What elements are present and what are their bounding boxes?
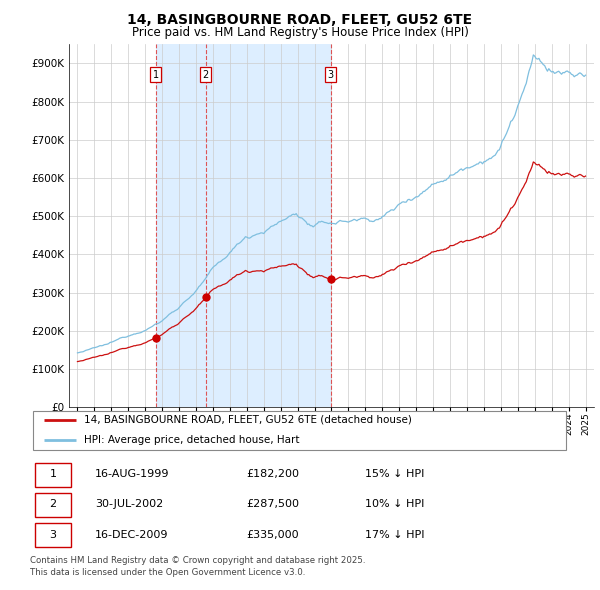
Text: 15% ↓ HPI: 15% ↓ HPI [365,469,424,479]
Text: £182,200: £182,200 [246,469,299,479]
Bar [156,44,331,407]
Text: 30-JUL-2002: 30-JUL-2002 [95,500,163,509]
FancyBboxPatch shape [33,411,566,450]
Text: HPI: Average price, detached house, Hart: HPI: Average price, detached house, Hart [84,435,299,445]
Text: 1: 1 [152,70,159,80]
Text: 3: 3 [49,530,56,540]
Text: 10% ↓ HPI: 10% ↓ HPI [365,500,424,509]
Text: 16-DEC-2009: 16-DEC-2009 [95,530,168,540]
FancyBboxPatch shape [35,523,71,547]
Text: 2: 2 [203,70,209,80]
Text: 16-AUG-1999: 16-AUG-1999 [95,469,169,479]
Text: 2: 2 [49,500,56,509]
Text: 17% ↓ HPI: 17% ↓ HPI [365,530,424,540]
Text: This data is licensed under the Open Government Licence v3.0.: This data is licensed under the Open Gov… [30,568,305,576]
FancyBboxPatch shape [35,463,71,487]
Text: £287,500: £287,500 [246,500,299,509]
Text: Contains HM Land Registry data © Crown copyright and database right 2025.: Contains HM Land Registry data © Crown c… [30,556,365,565]
Text: 3: 3 [328,70,334,80]
Text: £335,000: £335,000 [246,530,299,540]
FancyBboxPatch shape [35,493,71,517]
Text: 1: 1 [49,469,56,479]
Text: 14, BASINGBOURNE ROAD, FLEET, GU52 6TE: 14, BASINGBOURNE ROAD, FLEET, GU52 6TE [127,13,473,27]
Text: Price paid vs. HM Land Registry's House Price Index (HPI): Price paid vs. HM Land Registry's House … [131,26,469,39]
Text: 14, BASINGBOURNE ROAD, FLEET, GU52 6TE (detached house): 14, BASINGBOURNE ROAD, FLEET, GU52 6TE (… [84,415,412,425]
